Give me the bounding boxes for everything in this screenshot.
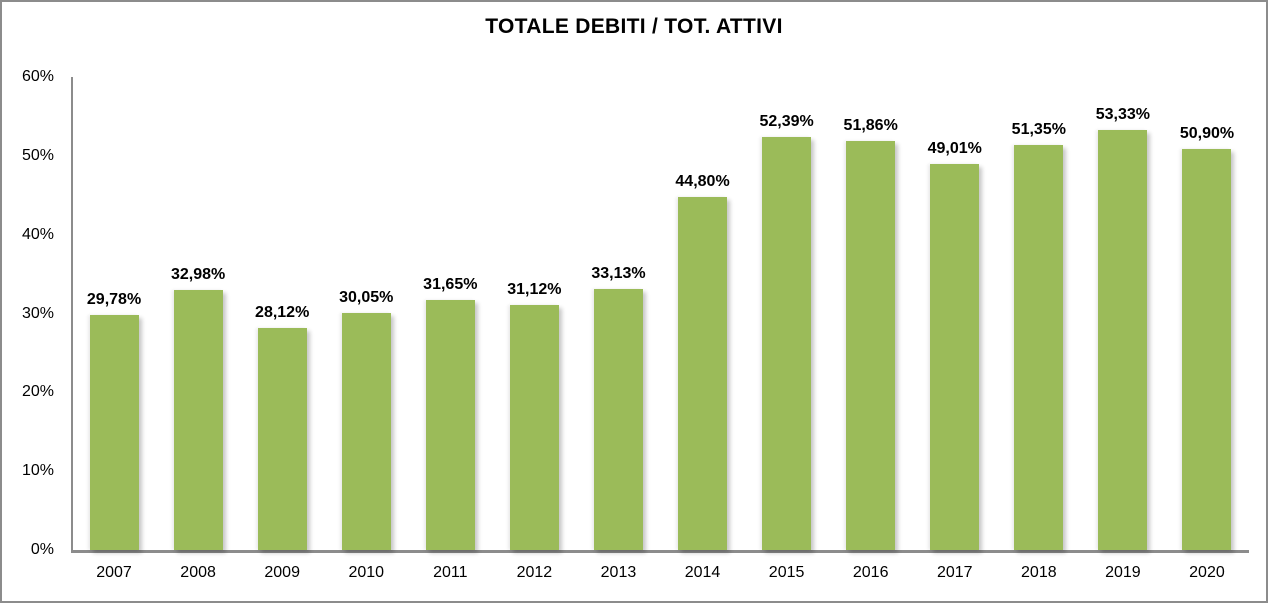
bar-value-label: 44,80% — [675, 173, 730, 190]
x-tick-label: 2017 — [936, 564, 973, 581]
bar-value-label: 51,86% — [843, 117, 898, 134]
bar-2011 — [425, 300, 475, 550]
y-tick-label: 10% — [21, 462, 54, 480]
x-tick-label: 2015 — [768, 564, 805, 581]
bar-2015 — [762, 137, 812, 550]
x-tick-label: 2010 — [348, 564, 385, 581]
bar-value-label: 53,33% — [1095, 106, 1151, 123]
bar-value-label: 29,78% — [86, 291, 142, 308]
x-tick-label: 2007 — [96, 564, 132, 581]
bar-value-label: 33,13% — [591, 265, 646, 282]
bar-value-label: 28,12% — [255, 304, 310, 321]
bar-value-label: 49,01% — [927, 140, 982, 157]
bar-2013 — [593, 289, 643, 550]
y-axis-line — [71, 77, 73, 553]
bar-value-label: 31,12% — [507, 281, 562, 298]
bar-2010 — [341, 313, 391, 550]
x-tick-label: 2014 — [684, 564, 721, 581]
x-tick-label: 2020 — [1189, 564, 1225, 581]
bar-2019 — [1098, 130, 1148, 550]
bar-value-label: 51,35% — [1011, 121, 1066, 138]
bar-2016 — [846, 141, 896, 550]
bar-2007 — [89, 315, 139, 550]
bar-value-label: 50,90% — [1179, 125, 1235, 142]
bar-value-label: 31,65% — [423, 276, 478, 293]
x-tick-label: 2013 — [600, 564, 637, 581]
bar-2017 — [930, 164, 980, 550]
x-tick-label: 2008 — [180, 564, 216, 581]
x-tick-label: 2019 — [1105, 564, 1141, 581]
bar-2020 — [1182, 149, 1232, 550]
y-tick-label: 30% — [21, 304, 54, 322]
bar-2014 — [678, 197, 728, 550]
x-tick-label: 2016 — [852, 564, 889, 581]
x-tick-label: 2009 — [264, 564, 300, 581]
y-axis-tick-labels: 0% 10% 20% 30% 40% 50% 60% — [2, 68, 60, 558]
y-tick-label: 0% — [30, 541, 54, 558]
x-tick-label: 2018 — [1021, 564, 1057, 581]
chart-title: TOTALE DEBITI / TOT. ATTIVI — [485, 15, 783, 38]
y-tick-label: 50% — [21, 146, 54, 164]
x-axis-line — [72, 550, 1249, 553]
plot-area: 29,78% 32,98% 28,12% 30,05% 31,65% 31,12% 33,1… — [72, 77, 1249, 550]
bar-2012 — [509, 305, 559, 550]
x-tick-label: 2011 — [433, 564, 468, 581]
bar-value-label: 52,39% — [759, 113, 814, 130]
bar-2009 — [257, 328, 307, 550]
bar-value-label: 30,05% — [339, 289, 394, 306]
bar-2018 — [1014, 145, 1064, 550]
bar-2008 — [173, 290, 223, 550]
bar-value-label: 32,98% — [170, 266, 226, 283]
x-tick-label: 2012 — [516, 564, 553, 581]
y-tick-label: 40% — [21, 225, 54, 243]
y-tick-label: 60% — [21, 68, 54, 85]
y-tick-label: 20% — [21, 383, 54, 401]
